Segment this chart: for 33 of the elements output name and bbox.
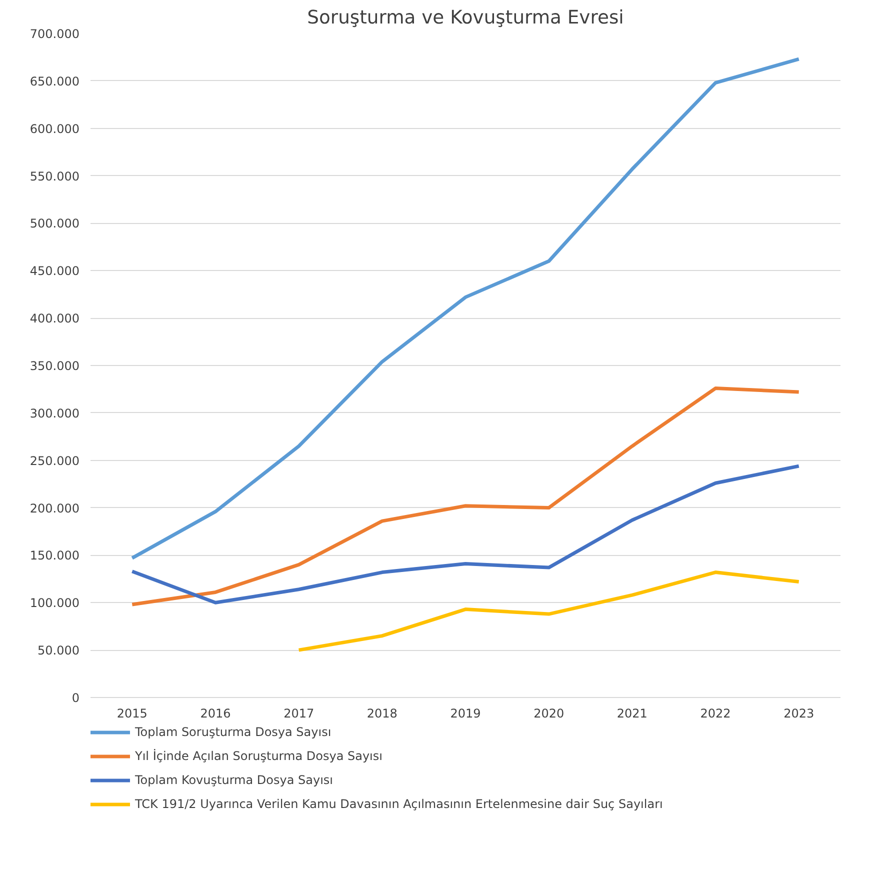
line-series [130,464,801,604]
y-tick-label: 650.000 [30,74,80,88]
legend-label: Yıl İçinde Açılan Soruşturma Dosya Sayısı [135,749,382,763]
line-series [130,386,801,606]
line-series [130,57,801,560]
legend-label: TCK 191/2 Uyarınca Verilen Kamu Davasının Açılmasının Ertelenmesine dair Suç Sayıları [135,797,663,811]
x-tick-label: 2016 [200,706,231,720]
legend-label: Toplam Kovuşturma Dosya Sayısı [135,773,333,787]
x-tick-label: 2021 [616,706,648,720]
x-tick-label: 2022 [700,706,731,720]
x-tick-label: 2015 [116,706,148,720]
x-tick-label: 2017 [284,706,314,720]
y-tick-label: 400.000 [30,312,80,326]
legend-label: Toplam Soruşturma Dosya Sayısı [135,725,332,739]
x-tick-label: 2019 [450,706,481,720]
x-tick-label: 2023 [784,706,814,720]
y-tick-label: 500.000 [30,216,80,231]
y-tick-label: 550.000 [30,169,80,184]
y-tick-label: 50.000 [38,644,80,658]
y-tick-label: 300.000 [30,406,80,420]
y-tick-label: 350.000 [30,359,80,373]
y-tick-label: 250.000 [30,454,80,468]
y-tick-label: 700.000 [30,27,80,41]
y-tick-label: 100.000 [30,596,80,610]
line-series [297,570,801,652]
y-tick-label: 150.000 [30,548,80,563]
y-tick-label: 0 [72,691,80,705]
y-tick-label: 450.000 [30,264,80,278]
y-tick-label: 600.000 [30,122,80,136]
x-tick-label: 2020 [534,706,564,720]
chart-title: Soruşturma ve Kovuşturma Evresi [307,8,624,28]
x-tick-label: 2018 [366,706,398,720]
y-tick-label: 200.000 [30,501,80,516]
